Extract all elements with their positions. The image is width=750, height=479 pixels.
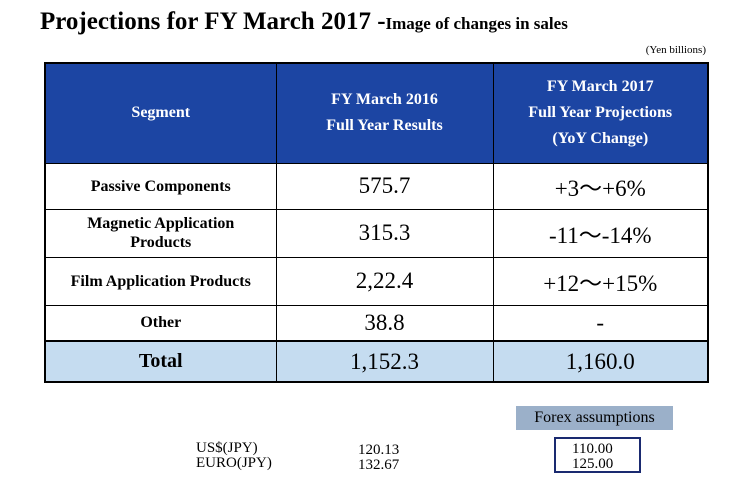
result-cell: 38.8 [275, 304, 494, 342]
table-row: Passive Components 575.7 +3～+6% [44, 162, 709, 210]
result-cell: 2,22.4 [275, 256, 494, 306]
table-header-row: Segment FY March 2016 Full Year Results … [44, 62, 709, 164]
header-segment: Segment [44, 62, 277, 164]
projection-cell: -11～-14% [492, 208, 709, 258]
header-fy2016: FY March 2016 Full Year Results [275, 62, 494, 164]
forex-proj-usd: 110.00 [572, 441, 613, 457]
header-fy2016-line1: FY March 2016 [331, 91, 438, 109]
forex-prev-usd: 120.13 [358, 442, 400, 458]
header-fy2017-line2: Full Year Projections [528, 104, 673, 122]
page-title-main: Projections for FY March 2017 - [40, 8, 386, 35]
projections-table: Segment FY March 2016 Full Year Results … [44, 62, 709, 383]
page-title: Projections for FY March 2017 -Image of … [40, 6, 568, 40]
projection-cell: +3～+6% [492, 162, 709, 210]
forex-projection-box [554, 437, 641, 473]
table-row: Magnetic Application Products 315.3 -11～… [44, 208, 709, 258]
total-label: Total [44, 340, 277, 383]
table-row: Other 38.8 - [44, 304, 709, 342]
result-cell: 315.3 [275, 208, 494, 258]
header-fy2017-line1: FY March 2017 [546, 78, 654, 96]
total-projection: 1,160.0 [492, 340, 709, 383]
header-fy2016-line2: Full Year Results [326, 117, 443, 135]
forex-prev-euro: 132.67 [358, 457, 400, 473]
forex-assumptions-label: Forex assumptions [516, 406, 673, 430]
header-fy2017-line3: (YoY Change) [552, 130, 649, 148]
projection-cell: - [492, 304, 709, 342]
segment-cell: Magnetic Application Products [44, 208, 277, 258]
forex-currency-euro: EURO(JPY) [196, 455, 272, 471]
page-title-sub: Image of changes in sales [385, 14, 568, 33]
result-cell: 575.7 [275, 162, 494, 210]
header-fy2017: FY March 2017 Full Year Projections (YoY… [492, 62, 709, 164]
segment-cell: Passive Components [44, 162, 277, 210]
forex-currency-usd: US$(JPY) [196, 440, 258, 456]
table-row: Film Application Products 2,22.4 +12～+15… [44, 256, 709, 306]
projection-cell: +12～+15% [492, 256, 709, 306]
total-row: Total 1,152.3 1,160.0 [44, 340, 709, 383]
segment-cell: Film Application Products [44, 256, 277, 306]
forex-proj-euro: 125.00 [572, 456, 614, 472]
segment-cell: Other [44, 304, 277, 342]
total-result: 1,152.3 [275, 340, 494, 383]
units-note: (Yen billions) [645, 44, 706, 56]
